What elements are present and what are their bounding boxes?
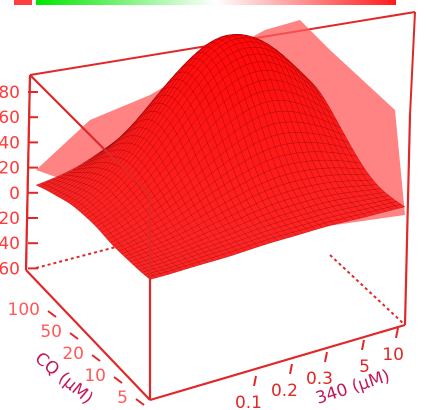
x-tick-mark <box>253 375 257 387</box>
x-tick-label: 0.3 <box>306 369 333 389</box>
box-edge-front-5 <box>24 74 32 271</box>
y-tick-label: 10 <box>84 366 106 386</box>
y-tick-mark <box>91 354 101 362</box>
z-tick-label: -20 <box>0 209 20 229</box>
y-tick-mark <box>69 332 79 340</box>
x-tick-label: 0.1 <box>235 393 262 410</box>
z-tick-label: -60 <box>0 259 20 279</box>
x-tick-label: 0.2 <box>271 381 298 401</box>
x-tick-label: 10 <box>382 345 404 365</box>
box-edge-front-4 <box>403 114 412 326</box>
x-tick-mark <box>395 327 399 339</box>
z-tick-label: 0 <box>9 184 20 204</box>
y-tick-mark <box>135 398 145 406</box>
x-tick-label: 5 <box>359 357 370 377</box>
z-tick-label: 20 <box>0 159 20 179</box>
y-tick-label: 50 <box>40 322 62 342</box>
response-surface <box>35 33 406 280</box>
y-tick-label: 20 <box>62 344 84 364</box>
y-tick-mark <box>47 310 57 318</box>
z-axis-ticks: 80 60 40 20 0 -20 -40 -60 <box>0 83 38 279</box>
box-edge-floor-dash <box>35 237 151 269</box>
box-edge-front-0 <box>29 74 151 196</box>
colorbar <box>36 0 396 5</box>
box-edge-front-2 <box>25 269 151 401</box>
x-tick-mark <box>361 339 365 351</box>
box-edge-back-1 <box>409 11 416 116</box>
colorbar-left-cap <box>14 0 32 5</box>
z-tick-label: 80 <box>0 83 20 103</box>
box-edge-front-3 <box>149 323 406 402</box>
z-tick-label: 40 <box>0 133 20 153</box>
z-tick-label: 60 <box>0 108 20 128</box>
y-tick-label: 100 <box>8 300 40 320</box>
z-tick-label: -40 <box>0 234 20 254</box>
y-tick-mark <box>113 376 123 384</box>
x-tick-mark <box>289 363 293 375</box>
x-axis-ticks: 0.1 0.2 0.3 5 10 <box>235 327 404 410</box>
box-edge-floor-dash-2 <box>329 254 406 326</box>
x-tick-mark <box>324 351 328 363</box>
y-tick-label: 5 <box>117 388 128 408</box>
bounding-box-front <box>24 74 412 402</box>
